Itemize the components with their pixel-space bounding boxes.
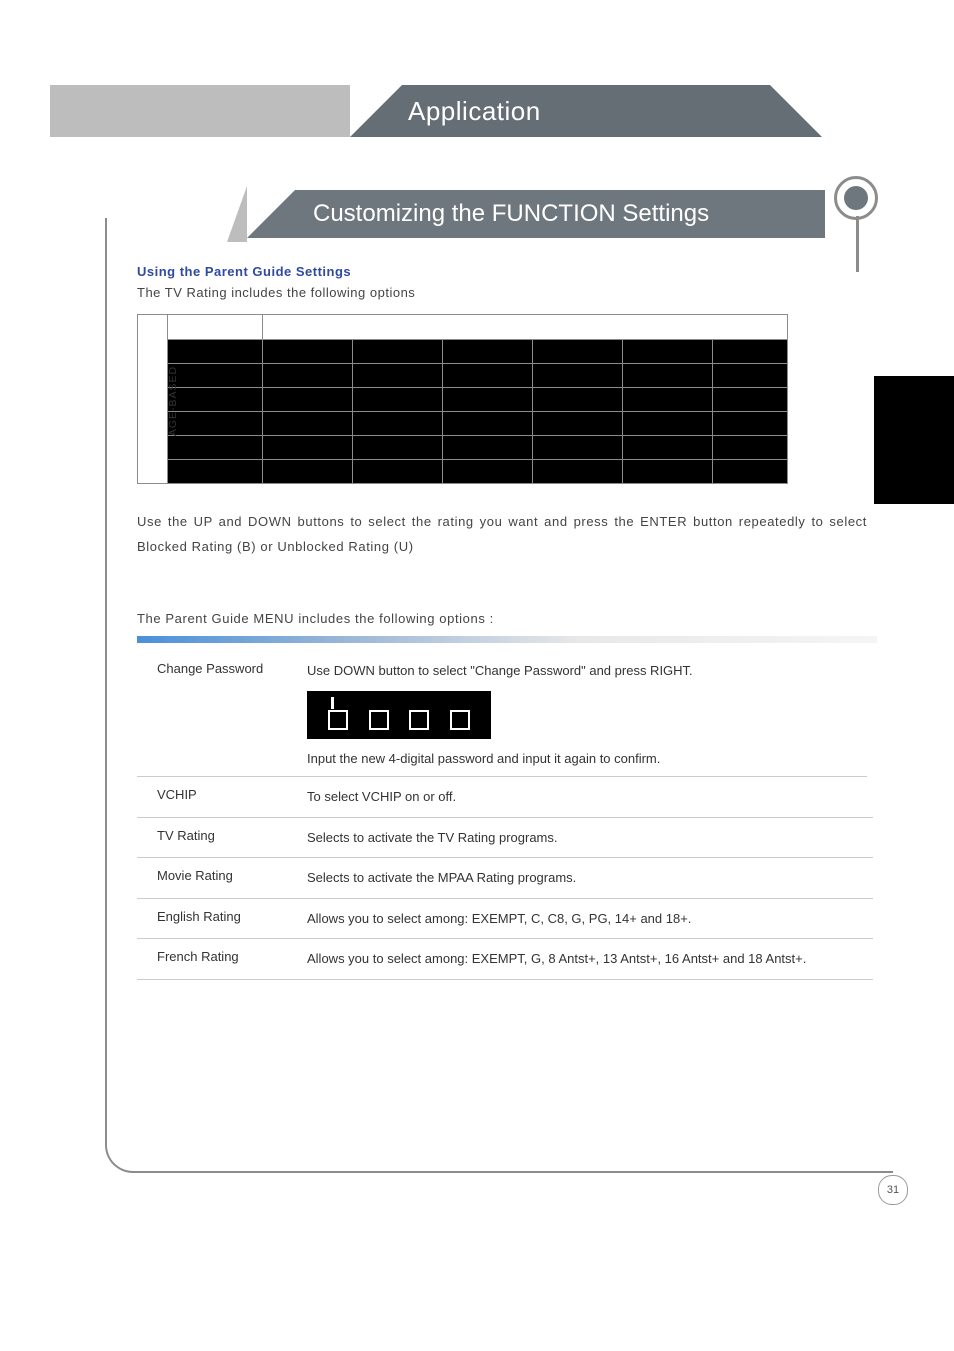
option-row-french-rating: French Rating Allows you to select among… xyxy=(137,939,873,980)
option-desc: Selects to activate the TV Rating progra… xyxy=(307,828,873,848)
password-box xyxy=(409,710,429,730)
table-row xyxy=(138,340,788,364)
gradient-divider xyxy=(137,636,877,643)
option-label: VCHIP xyxy=(143,787,307,807)
option-row-vchip: VCHIP To select VCHIP on or off. xyxy=(137,777,873,818)
option-desc: To select VCHIP on or off. xyxy=(307,787,873,807)
option-label: TV Rating xyxy=(143,828,307,848)
tab-title: Application xyxy=(408,96,541,127)
option-desc: Allows you to select among: EXEMPT, C, C… xyxy=(307,909,873,929)
heading-parent-guide: Using the Parent Guide Settings xyxy=(137,264,867,279)
password-box xyxy=(328,710,348,730)
section-header-bar: Customizing the FUNCTION Settings xyxy=(265,190,825,238)
option-row-movie-rating: Movie Rating Selects to activate the MPA… xyxy=(137,858,873,899)
option-row-english-rating: English Rating Allows you to select amon… xyxy=(137,899,873,940)
top-banner: Application xyxy=(50,85,954,137)
password-widget xyxy=(307,691,491,739)
table-row xyxy=(138,388,788,412)
content-frame: Using the Parent Guide Settings The TV R… xyxy=(105,218,893,1173)
menu-options-title: The Parent Guide MENU includes the follo… xyxy=(137,611,867,626)
option-label: Change Password xyxy=(143,661,307,768)
option-label: French Rating xyxy=(143,949,307,969)
option-label: English Rating xyxy=(143,909,307,929)
section-title: Customizing the FUNCTION Settings xyxy=(313,200,709,228)
password-box xyxy=(450,710,470,730)
option-desc: Allows you to select among: EXEMPT, G, 8… xyxy=(307,949,873,969)
table-row xyxy=(138,460,788,484)
table-row xyxy=(138,436,788,460)
section-hook-decoration xyxy=(818,170,878,274)
password-cursor-icon xyxy=(331,697,334,709)
option-label: Movie Rating xyxy=(143,868,307,888)
rating-table: AGE-BASED xyxy=(137,314,788,484)
table-row xyxy=(138,364,788,388)
password-box xyxy=(369,710,389,730)
option-row-tv-rating: TV Rating Selects to activate the TV Rat… xyxy=(137,818,873,859)
instruction-note: Use the UP and DOWN buttons to select th… xyxy=(137,510,867,559)
option-desc: Use DOWN button to select "Change Passwo… xyxy=(307,661,873,768)
tab-trapezoid: Application xyxy=(350,85,770,137)
table-rotated-label: AGE-BASED xyxy=(167,365,179,435)
table-rotated-label-cell: AGE-BASED xyxy=(138,315,168,484)
table-header-row: AGE-BASED xyxy=(138,315,788,340)
option-desc: Selects to activate the MPAA Rating prog… xyxy=(307,868,873,888)
top-grey-bar xyxy=(50,85,350,137)
option-desc-text: Use DOWN button to select "Change Passwo… xyxy=(307,663,693,678)
option-desc-text-2: Input the new 4-digital password and inp… xyxy=(307,751,660,766)
option-row-change-password: Change Password Use DOWN button to selec… xyxy=(137,651,873,768)
content-area: Using the Parent Guide Settings The TV R… xyxy=(107,218,893,1006)
table-row xyxy=(138,412,788,436)
page: Application Customizing the FUNCTION Set… xyxy=(0,0,954,1351)
subtext-tv-rating: The TV Rating includes the following opt… xyxy=(137,285,867,300)
page-number: 31 xyxy=(878,1175,908,1205)
